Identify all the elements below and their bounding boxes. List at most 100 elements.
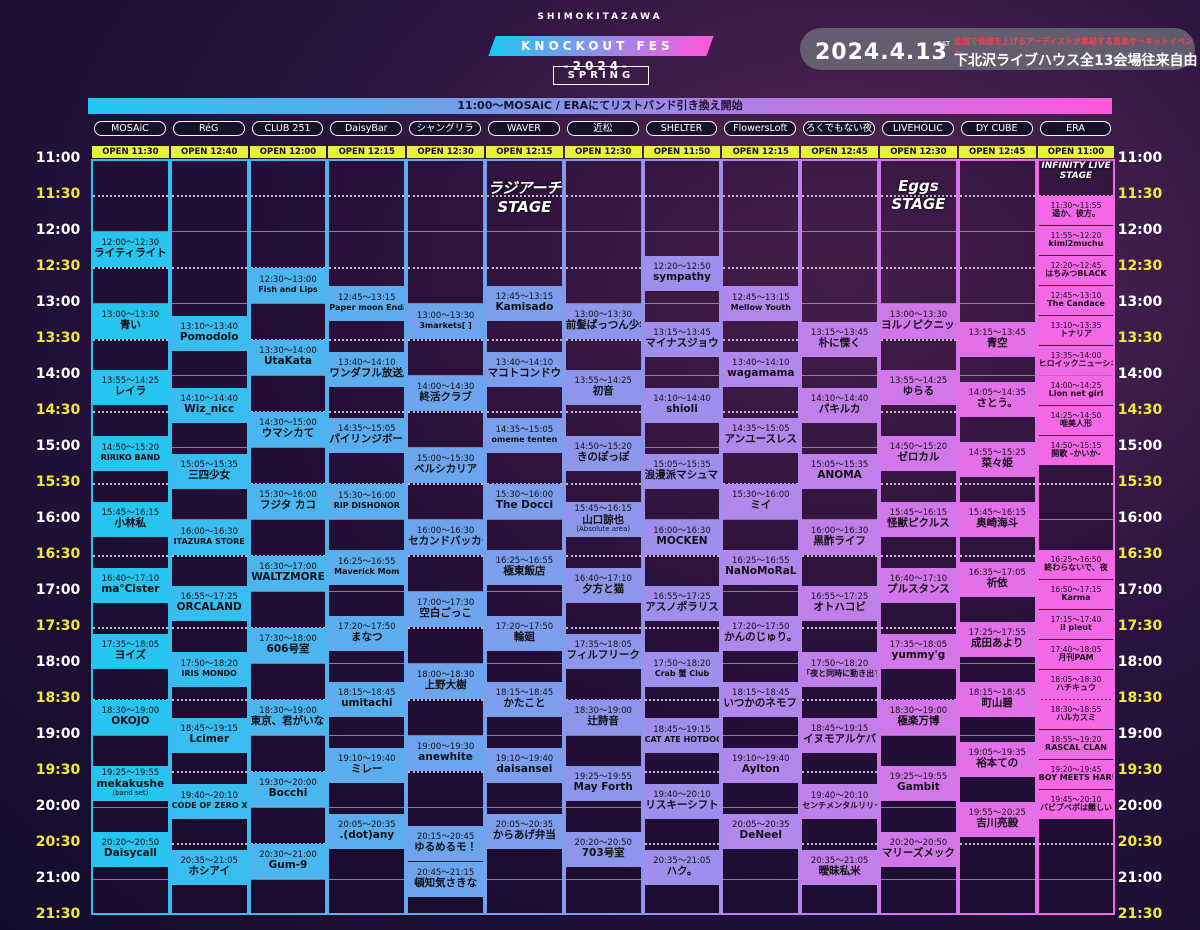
open-bar: OPEN 12:00 <box>249 146 327 158</box>
act-slot: 12:20〜12:50 sympathy <box>644 256 720 291</box>
hour-line <box>487 663 562 664</box>
hour-line <box>250 591 326 592</box>
act-slot: 15:30〜16:00 The Docci <box>487 484 562 519</box>
stage-label: Eggs STAGE <box>891 177 946 213</box>
time-label-left: 19:00 <box>35 726 81 742</box>
hour-line <box>329 879 405 880</box>
open-bar: OPEN 11:30 <box>92 146 169 158</box>
act-name: ホシアイ <box>188 865 230 878</box>
act-name: 上野大樹 <box>424 679 467 692</box>
act-name: May Forth <box>573 781 633 794</box>
hour-line <box>802 231 877 232</box>
venue-column <box>957 159 1037 915</box>
act-name: 小林私 <box>114 517 147 530</box>
hour-line <box>802 375 877 376</box>
half-hour-line <box>93 555 168 557</box>
act-name: shioli <box>666 403 698 416</box>
hour-line <box>1038 879 1114 880</box>
time-label-left: 17:00 <box>35 582 81 598</box>
half-hour-line <box>565 555 641 557</box>
act-name: さとう。 <box>976 397 1018 410</box>
act-name: 前髪ぱっつん少年 <box>565 319 641 332</box>
act-slot: 14:10〜14:40 パキルカ <box>802 388 877 423</box>
act-slot: 14:50〜15:20 きのぽっぽ <box>565 436 641 471</box>
hour-line <box>959 663 1035 664</box>
hour-line <box>802 303 877 304</box>
time-label-right: 21:30 <box>1117 906 1163 922</box>
half-hour-line <box>644 555 720 557</box>
act-time: 17:20〜17:50 <box>732 622 790 633</box>
act-slot: 19:40〜20:10 センチメンタルリリー <box>802 784 877 819</box>
act-time: 17:00〜17:30 <box>416 598 475 609</box>
act-name: 菜々姫 <box>981 457 1013 470</box>
act-name: パイリンジボーイ <box>329 433 404 446</box>
venue-column <box>721 159 801 915</box>
act-name: omeme tenten <box>491 434 558 444</box>
act-time: 15:30〜16:00 <box>338 491 396 502</box>
half-hour-line <box>171 843 247 845</box>
act-name: 開歌 -かいか- <box>1051 449 1101 459</box>
half-hour-line <box>171 267 247 269</box>
act-slot: 14:10〜14:40 shioli <box>644 388 720 423</box>
hour-line <box>487 879 562 880</box>
hour-line <box>959 303 1035 304</box>
act-time: 18:45〜19:15 <box>810 724 869 735</box>
act-note: (band set) <box>112 789 149 798</box>
act-slot: 14:50〜15:15 開歌 -かいか- <box>1038 436 1114 465</box>
half-hour-line <box>93 411 168 413</box>
act-name: WALTZMORE <box>251 571 325 584</box>
act-slot: 19:10〜19:40 Aylton <box>723 748 799 783</box>
hour-line <box>408 231 483 232</box>
time-label-left: 21:00 <box>35 870 81 886</box>
act-time: 19:25〜19:55 <box>574 772 632 783</box>
act-slot: 20:15〜20:45 ゆるめるモ！ <box>408 826 483 861</box>
act-time: 14:25〜14:50 <box>1050 410 1102 420</box>
act-name: はちみつBLACK <box>1045 269 1107 279</box>
act-slot: 14:30〜15:00 ウマシカて <box>250 412 326 447</box>
half-hour-line <box>802 699 877 701</box>
half-hour-line <box>171 627 247 629</box>
act-name: パキルカ <box>818 403 861 416</box>
hour-line <box>171 303 247 304</box>
hour-line <box>565 807 641 808</box>
act-name: 辻詩音 <box>587 715 619 728</box>
act-time: 11:55〜12:20 <box>1050 230 1102 240</box>
hour-line <box>644 231 720 232</box>
act-time: 13:40〜14:10 <box>732 358 790 369</box>
act-time: 19:10〜19:40 <box>732 754 790 765</box>
half-hour-line <box>93 483 168 485</box>
act-time: 15:05〜15:35 <box>180 460 238 471</box>
half-hour-line <box>408 627 483 629</box>
half-hour-line <box>408 555 483 557</box>
act-time: 16:35〜17:05 <box>968 568 1026 579</box>
act-time: 17:30〜18:00 <box>259 634 317 645</box>
act-time: 15:45〜16:15 <box>968 508 1026 519</box>
act-time: 14:00〜14:30 <box>416 382 475 393</box>
venue-pill: WAVER <box>488 121 560 136</box>
act-name: ma°Cister <box>101 583 160 596</box>
act-time: 17:50〜18:20 <box>653 659 711 670</box>
hour-line <box>959 735 1035 736</box>
time-label-left: 12:00 <box>35 222 81 238</box>
act-name: ヨルノピクニック <box>881 319 956 332</box>
act-time: 14:10〜14:40 <box>810 394 869 405</box>
act-time: 15:45〜16:15 <box>574 504 632 515</box>
act-time: 20:15〜20:45 <box>416 832 475 843</box>
venue-pill: ERA <box>1039 121 1112 136</box>
act-slot: 15:45〜16:15 山口諒也 (Absolute area) <box>565 502 641 537</box>
hour-line <box>487 807 562 808</box>
act-name: 成田あより <box>971 637 1024 650</box>
hour-line <box>408 591 483 592</box>
act-name: ゼロカル <box>897 451 940 464</box>
open-bar: OPEN 12:15 <box>722 146 800 158</box>
act-slot: 20:30〜21:00 Gum-9 <box>250 844 326 879</box>
time-label-right: 11:00 <box>1117 150 1163 166</box>
act-slot: 13:00〜13:30前髪ぱっつん少年 <box>565 304 641 339</box>
act-slot: 14:35〜15:05パイリンジボーイ <box>329 418 405 453</box>
act-time: 18:15〜18:45 <box>968 688 1026 699</box>
hour-line <box>644 447 720 448</box>
act-name: 裕本ての <box>976 757 1019 770</box>
venue-pill: MOSAiC <box>94 121 166 136</box>
act-time: 19:00〜19:30 <box>416 742 475 753</box>
act-name: 吉川亮毅 <box>976 817 1019 830</box>
